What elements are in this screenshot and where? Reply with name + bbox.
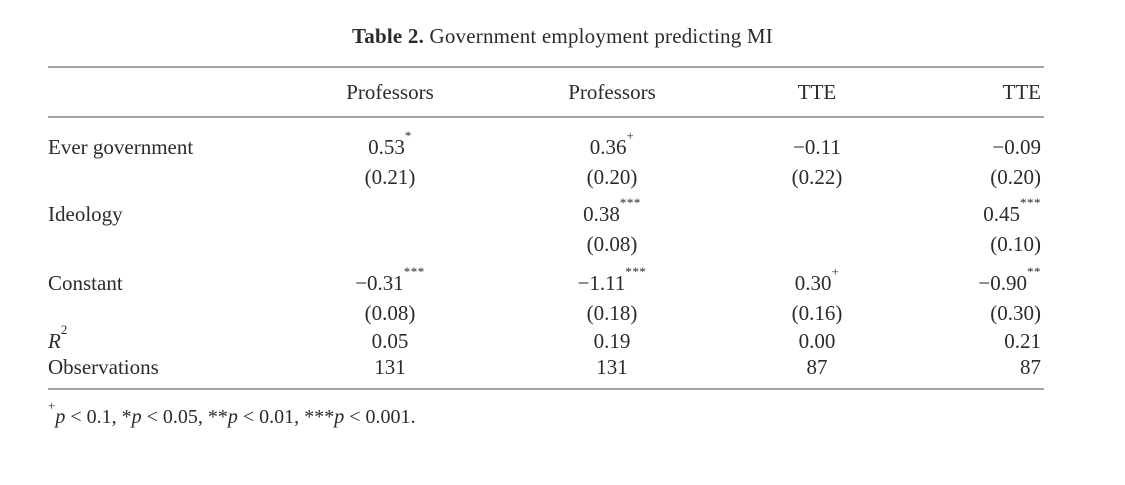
significance-marker: *** (619, 194, 641, 210)
plus-marker: + (48, 398, 56, 414)
coef-cell (734, 199, 900, 229)
stat-cell: 131 (596, 354, 628, 379)
stderr-cell: (0.16) (791, 300, 843, 325)
bottom-rule-row (48, 380, 1044, 390)
stderr-cell: (0.08) (364, 300, 416, 325)
stderr-cell: (0.21) (364, 164, 416, 189)
table-caption-title: Government employment predicting MI (429, 24, 773, 48)
coef-cell: −1.11*** (577, 263, 647, 295)
regression-table: Professors Professors TTE TTE Ever gover… (48, 66, 1044, 390)
significance-marker: *** (625, 263, 647, 279)
row-label: Ideology (48, 201, 123, 226)
column-header-tte-1: TTE (734, 66, 900, 118)
spacer-row (48, 259, 1044, 268)
coef-cell: 0.53* (368, 127, 412, 159)
significance-marker: * (404, 127, 412, 143)
stat-cell: 0.21 (1004, 328, 1041, 353)
significance-marker: *** (1020, 194, 1041, 210)
column-header-tte-2: TTE (900, 66, 1044, 118)
coef-cell (290, 199, 490, 229)
stderr-cell (734, 229, 900, 259)
stat-cell: 0.05 (371, 328, 409, 353)
row-label: Observations (48, 354, 159, 379)
stat-cell: 0.00 (798, 328, 836, 353)
stat-cell: 87 (1020, 354, 1041, 379)
star-marker: ** (207, 406, 228, 428)
se-row-ever-government: (0.21) (0.20) (0.22) (0.20) (48, 162, 1044, 192)
stderr-cell: (0.08) (586, 231, 638, 256)
column-header-professors-2: Professors (490, 66, 734, 118)
corner-cell (48, 66, 290, 118)
table-caption: Table 2. Government employment predictin… (0, 24, 1125, 49)
row-label: Ever government (48, 134, 194, 159)
stderr-cell: (0.18) (586, 300, 638, 325)
significance-note: +p < 0.1, *p < 0.05, **p < 0.01, ***p < … (48, 398, 416, 428)
stderr-cell: (0.30) (990, 300, 1041, 325)
table-caption-number: Table 2. (352, 24, 425, 48)
coef-row-ideology: Ideology 0.38*** 0.45*** (48, 194, 1044, 229)
row-label: Constant (48, 270, 123, 295)
coef-cell: −0.31*** (355, 263, 425, 295)
row-label-r-squared: R2 (48, 321, 68, 353)
coef-row-constant: Constant −0.31*** −1.11*** 0.30+ −0.90** (48, 263, 1044, 298)
spacer-row (48, 117, 1044, 132)
r-squared-row: R2 0.05 0.19 0.00 0.21 (48, 321, 1044, 354)
coef-cell: 0.45*** (983, 194, 1041, 226)
coef-cell: −0.11 (793, 134, 841, 159)
stat-cell: 87 (806, 354, 828, 379)
column-header-professors-1: Professors (290, 66, 490, 118)
coef-cell: 0.38*** (583, 194, 641, 226)
significance-marker: *** (403, 263, 425, 279)
coef-cell: 0.30+ (794, 263, 840, 295)
stderr-cell: (0.20) (586, 164, 638, 189)
star-marker: *** (304, 406, 335, 428)
spacer-row (48, 192, 1044, 199)
se-row-constant: (0.08) (0.18) (0.16) (0.30) (48, 298, 1044, 328)
significance-marker: + (626, 127, 635, 143)
stderr-cell: (0.22) (791, 164, 843, 189)
observations-row: Observations 131 131 87 87 (48, 354, 1044, 380)
significance-marker: ** (1027, 263, 1041, 279)
se-row-ideology: (0.08) (0.10) (48, 229, 1044, 259)
stat-cell: 0.19 (593, 328, 631, 353)
coef-cell: −0.90** (978, 263, 1041, 295)
coef-row-ever-government: Ever government 0.53* 0.36+ −0.11 −0.09 (48, 127, 1044, 162)
stderr-cell: (0.10) (990, 231, 1041, 256)
header-row: Professors Professors TTE TTE (48, 66, 1044, 118)
coef-cell: −0.09 (992, 134, 1041, 159)
coef-cell: 0.36+ (589, 127, 635, 159)
stderr-cell: (0.20) (990, 164, 1041, 189)
star-marker: * (121, 406, 132, 428)
stderr-cell (290, 229, 490, 259)
significance-marker: + (831, 263, 840, 279)
stat-cell: 131 (374, 354, 406, 379)
